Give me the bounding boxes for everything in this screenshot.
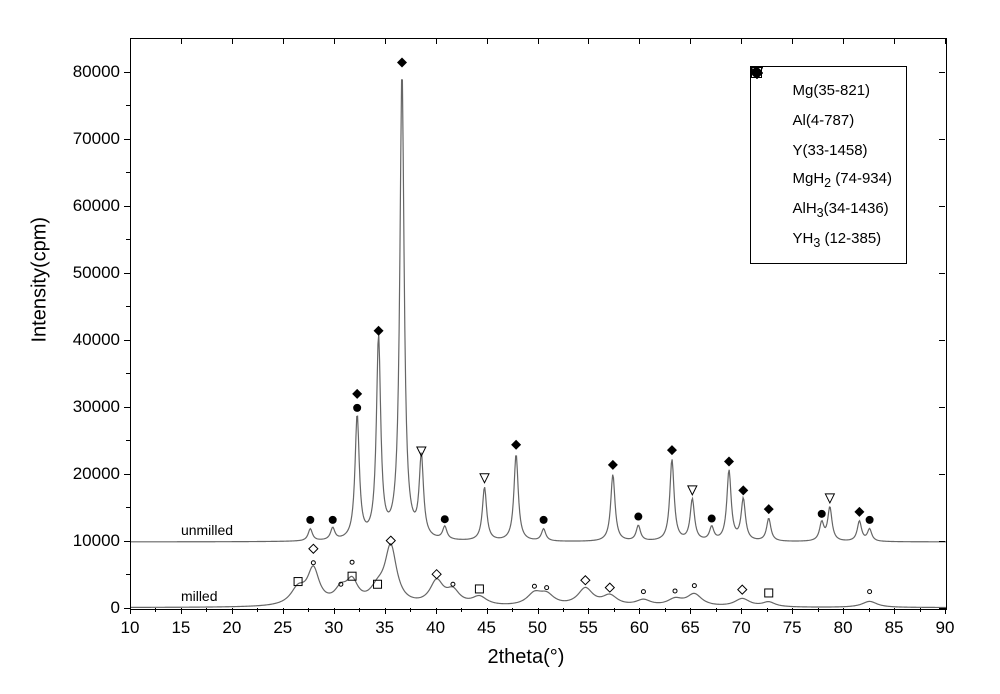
- x-axis-label: 2theta(°): [488, 646, 565, 669]
- x-tick-label: 50: [526, 618, 550, 638]
- y-tick-label: 50000: [73, 263, 120, 283]
- y-tick-label: 80000: [73, 62, 120, 82]
- legend-label: MgH2 (74-934): [793, 170, 893, 190]
- x-tick-label: 35: [373, 618, 397, 638]
- y-tick-label: 20000: [73, 464, 120, 484]
- y-tick-label: 10000: [73, 531, 120, 551]
- series-label: unmilled: [181, 522, 233, 538]
- x-tick-label: 20: [220, 618, 244, 638]
- y-tick-label: 70000: [73, 129, 120, 149]
- x-tick-label: 75: [780, 618, 804, 638]
- legend-item: AlH3(34-1436): [761, 195, 893, 225]
- x-tick-label: 80: [831, 618, 855, 638]
- y-tick-label: 30000: [73, 397, 120, 417]
- legend-item: Y(33-1458): [761, 135, 893, 165]
- y-tick-label: 0: [111, 598, 120, 618]
- legend-item: Mg(35-821): [761, 75, 893, 105]
- legend-item: Al(4-787): [761, 105, 893, 135]
- legend: Mg(35-821) Al(4-787) Y(33-1458) MgH2 (74-93…: [750, 66, 908, 264]
- x-tick-label: 55: [576, 618, 600, 638]
- legend-label: YH3 (12-385): [793, 230, 882, 250]
- x-tick-label: 70: [729, 618, 753, 638]
- x-tick-label: 85: [882, 618, 906, 638]
- y-tick-label: 60000: [73, 196, 120, 216]
- x-tick-label: 25: [271, 618, 295, 638]
- series-label: milled: [181, 588, 218, 604]
- x-tick-label: 90: [933, 618, 957, 638]
- x-tick-label: 10: [118, 618, 142, 638]
- xrd-chart: Intensity(cpm) 2theta(°) Mg(35-821) Al(4-…: [20, 20, 980, 674]
- x-tick-label: 65: [678, 618, 702, 638]
- x-tick-label: 45: [475, 618, 499, 638]
- y-axis-label: Intensity(cpm): [29, 303, 52, 343]
- legend-label: Mg(35-821): [793, 82, 871, 99]
- x-tick-label: 30: [322, 618, 346, 638]
- legend-label: AlH3(34-1436): [793, 200, 889, 220]
- x-tick-label: 60: [627, 618, 651, 638]
- legend-label: Al(4-787): [793, 112, 855, 129]
- x-tick-label: 40: [424, 618, 448, 638]
- y-tick-label: 40000: [73, 330, 120, 350]
- x-tick-label: 15: [169, 618, 193, 638]
- legend-item: MgH2 (74-934): [761, 165, 893, 195]
- legend-label: Y(33-1458): [793, 142, 868, 159]
- legend-item: YH3 (12-385): [761, 225, 893, 255]
